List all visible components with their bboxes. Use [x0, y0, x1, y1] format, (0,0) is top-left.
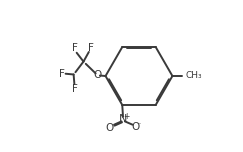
Text: O: O: [93, 70, 101, 80]
Text: ⁻: ⁻: [136, 121, 140, 130]
Text: CH₃: CH₃: [185, 71, 202, 80]
Text: O: O: [106, 123, 114, 133]
Text: F: F: [59, 69, 65, 79]
Text: O: O: [131, 123, 139, 132]
Text: F: F: [88, 43, 94, 53]
Text: F: F: [72, 84, 78, 94]
Text: F: F: [72, 43, 78, 54]
Text: N: N: [119, 114, 127, 124]
Text: +: +: [123, 112, 130, 121]
